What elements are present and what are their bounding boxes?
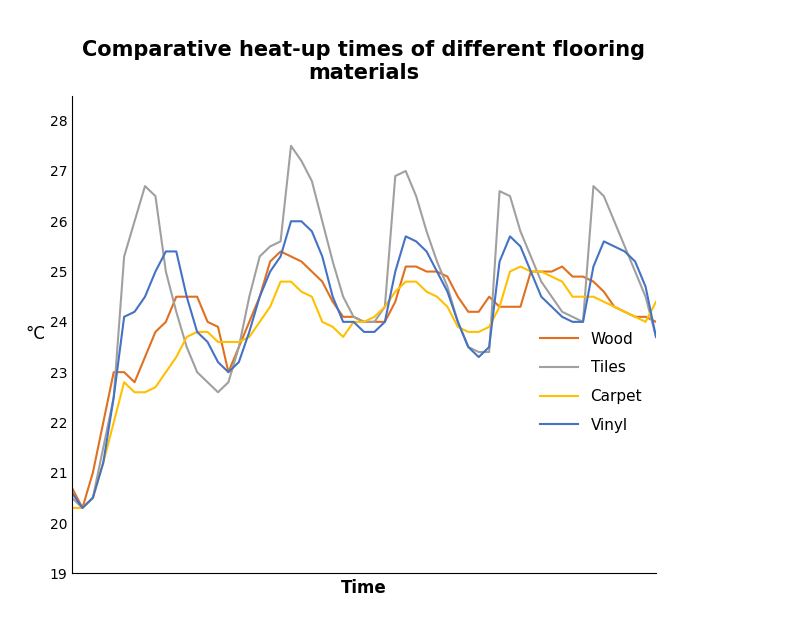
Wood	[67, 484, 77, 492]
Carpet	[88, 494, 98, 502]
Tiles	[109, 394, 118, 401]
Line: Vinyl: Vinyl	[72, 221, 656, 508]
Wood	[484, 293, 494, 301]
Vinyl	[484, 343, 494, 351]
Vinyl	[651, 333, 661, 341]
Title: Comparative heat-up times of different flooring
materials: Comparative heat-up times of different f…	[82, 39, 646, 83]
Legend: Wood, Tiles, Carpet, Vinyl: Wood, Tiles, Carpet, Vinyl	[534, 326, 648, 439]
Vinyl	[109, 394, 118, 401]
Line: Carpet: Carpet	[72, 266, 656, 508]
Line: Wood: Wood	[72, 252, 656, 508]
Carpet	[98, 459, 108, 466]
Carpet	[463, 328, 473, 336]
Vinyl	[338, 318, 348, 326]
Tiles	[67, 494, 77, 502]
Tiles	[494, 187, 504, 195]
Carpet	[651, 298, 661, 306]
Wood	[276, 248, 286, 255]
Wood	[109, 368, 118, 376]
Tiles	[98, 444, 108, 452]
Line: Tiles: Tiles	[72, 146, 656, 508]
Vinyl	[67, 489, 77, 497]
Tiles	[338, 293, 348, 301]
Vinyl	[286, 217, 296, 225]
Carpet	[318, 318, 327, 326]
Wood	[494, 303, 504, 311]
Wood	[651, 318, 661, 326]
Carpet	[224, 338, 234, 346]
X-axis label: Time: Time	[341, 579, 387, 597]
Tiles	[78, 504, 87, 512]
Vinyl	[98, 459, 108, 466]
Tiles	[484, 348, 494, 356]
Wood	[234, 343, 244, 351]
Y-axis label: °C: °C	[26, 326, 46, 343]
Tiles	[286, 142, 296, 150]
Vinyl	[234, 358, 244, 366]
Carpet	[516, 262, 526, 270]
Wood	[338, 313, 348, 320]
Wood	[98, 419, 108, 426]
Tiles	[651, 333, 661, 341]
Carpet	[474, 328, 483, 336]
Vinyl	[494, 258, 504, 266]
Wood	[78, 504, 87, 512]
Carpet	[67, 504, 77, 512]
Tiles	[234, 343, 244, 351]
Vinyl	[78, 504, 87, 512]
